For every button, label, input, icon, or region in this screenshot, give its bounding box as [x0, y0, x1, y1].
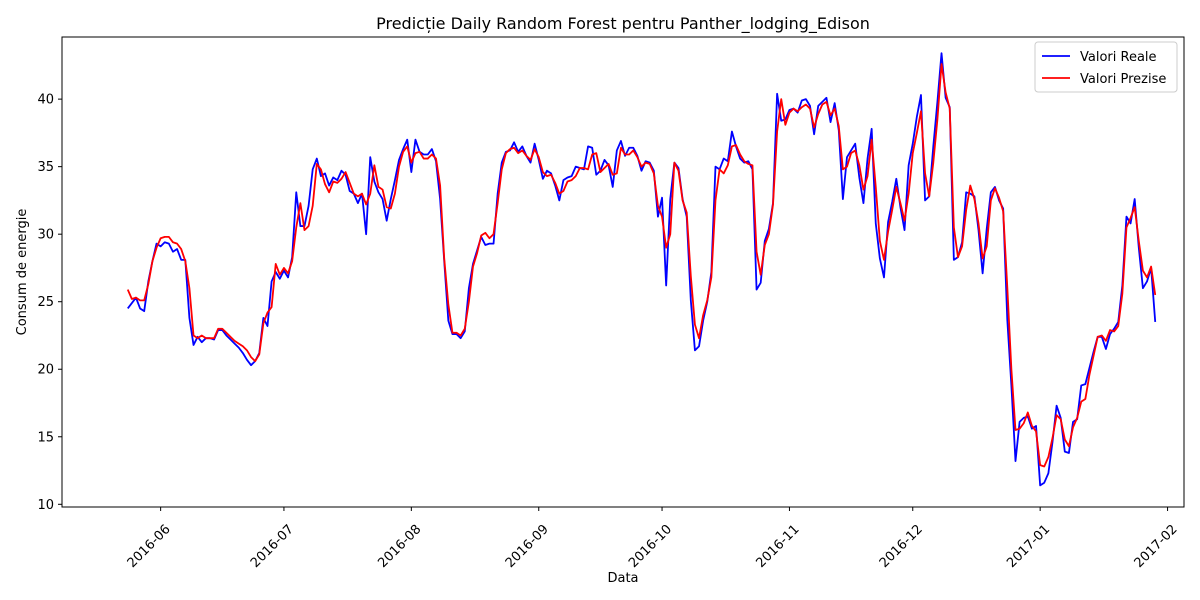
y-tick-label: 35 — [37, 160, 54, 175]
legend-box — [1034, 41, 1178, 93]
legend-label-predicted: Valori Prezise — [1080, 72, 1166, 87]
y-axis-label: Consum de energie — [15, 209, 30, 336]
series-line-predicted — [126, 63, 1157, 468]
y-tick-label: 15 — [37, 430, 54, 445]
y-tick-label: 25 — [37, 295, 54, 310]
legend: Valori Reale Valori Prezise — [1034, 41, 1178, 93]
plot-area — [61, 36, 1185, 508]
series-layer — [126, 52, 1157, 487]
plot-background — [62, 37, 1184, 507]
y-tick-label: 10 — [37, 498, 54, 513]
legend-label-actual: Valori Reale — [1080, 50, 1157, 65]
y-axis: 10 15 20 25 30 35 40 — [37, 93, 62, 513]
y-tick-label: 40 — [37, 93, 54, 108]
chart-title: Predicție Daily Random Forest pentru Pan… — [376, 14, 870, 34]
plot-frame — [61, 36, 1185, 508]
y-tick-label: 20 — [37, 363, 54, 378]
x-axis-label: Data — [607, 571, 638, 586]
y-tick-label: 30 — [37, 228, 54, 243]
